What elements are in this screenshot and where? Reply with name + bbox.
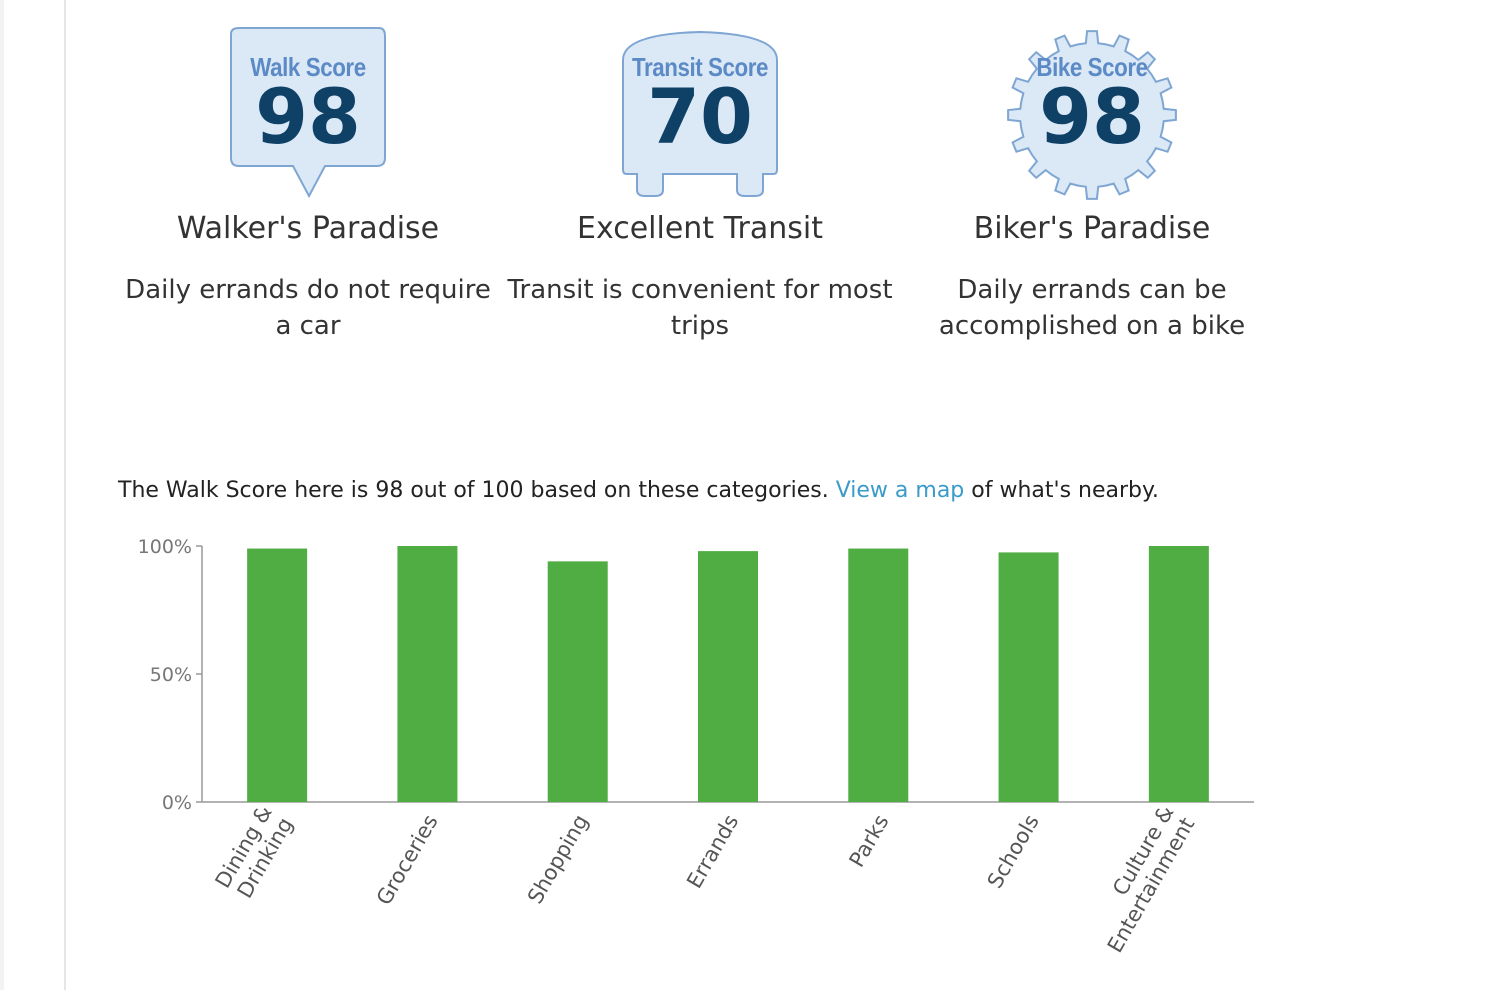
walk-score-value: 98 <box>255 72 361 161</box>
chart-category-label-line: Groceries <box>372 811 443 910</box>
chart-category-label: Groceries <box>372 811 443 910</box>
transit-score-badge: Transit Score 70 <box>605 20 795 205</box>
chart-category-label: Errands <box>682 811 743 893</box>
walk-score-description: Daily errands do not require a car <box>125 275 491 341</box>
transit-score-value: 70 <box>647 72 753 161</box>
chart-category-label: Parks <box>845 811 894 872</box>
walk-score-card: Walk Score 98 Walker's Paradise Daily er… <box>113 20 503 344</box>
chart-category-label: Culture &Entertainment <box>1082 802 1199 957</box>
chart-category-label: Schools <box>983 811 1044 893</box>
bike-score-label: Bike Score <box>1036 52 1148 82</box>
walk-score-label: Walk Score <box>250 52 366 82</box>
walk-score-speech-bubble-icon <box>230 27 386 199</box>
transit-score-card: Transit Score 70 Excellent Transit Trans… <box>505 20 895 344</box>
bike-score-badge: Bike Score 98 <box>997 20 1187 205</box>
chart-bar <box>1148 546 1209 802</box>
walk-score-title: Walker's Paradise <box>176 211 440 246</box>
bike-score-gear-icon <box>1007 30 1177 200</box>
summary-text: The Walk Score here is 98 out of 100 bas… <box>118 478 836 503</box>
chart-bar <box>397 546 458 802</box>
chart-y-tick-label: 100% <box>138 536 192 558</box>
transit-score-label: Transit Score <box>631 52 769 82</box>
bike-score-title: Biker's Paradise <box>973 211 1211 246</box>
page-left-rail <box>0 0 4 990</box>
transit-score-title: Excellent Transit <box>577 211 823 246</box>
chart-category-label-line: Shopping <box>523 811 593 908</box>
chart-category-label: Shopping <box>523 811 593 908</box>
chart-bar <box>998 552 1059 802</box>
chart-category-label-line: Schools <box>983 811 1044 893</box>
walk-score-badge: Walk Score 98 <box>213 20 403 205</box>
walk-score-summary: The Walk Score here is 98 out of 100 bas… <box>118 478 1159 503</box>
view-map-link[interactable]: View a map <box>835 478 965 503</box>
chart-bar <box>247 548 308 802</box>
chart-bar <box>547 561 608 802</box>
chart-bar <box>848 548 909 802</box>
chart-y-tick-label: 0% <box>162 792 192 814</box>
content-left-border <box>64 0 66 990</box>
chart-category-label-line: Parks <box>845 811 894 872</box>
bike-score-description: Daily errands can be accomplished on a b… <box>938 275 1246 341</box>
chart-category-label: Dining &Drinking <box>211 802 298 905</box>
transit-score-bus-icon <box>622 30 778 197</box>
transit-score-description: Transit is convenient for most trips <box>507 275 893 341</box>
chart-category-label-line: Errands <box>682 811 743 893</box>
bike-score-value: 98 <box>1039 72 1145 161</box>
chart-bar <box>698 551 758 802</box>
chart-y-tick-label: 50% <box>150 664 192 686</box>
summary-text-end: of what's nearby. <box>964 478 1159 503</box>
bike-score-card: Bike Score 98 Biker's Paradise Daily err… <box>897 20 1287 344</box>
